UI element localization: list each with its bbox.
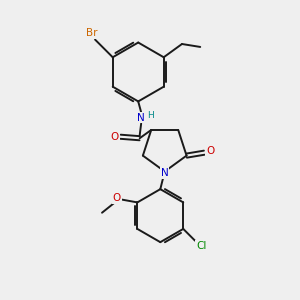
Text: N: N (137, 112, 145, 123)
Text: O: O (110, 132, 119, 142)
Text: O: O (206, 146, 214, 156)
Text: Br: Br (86, 28, 97, 38)
Text: O: O (112, 193, 121, 203)
Text: N: N (161, 168, 169, 178)
Text: Cl: Cl (196, 241, 207, 251)
Text: H: H (147, 111, 154, 120)
